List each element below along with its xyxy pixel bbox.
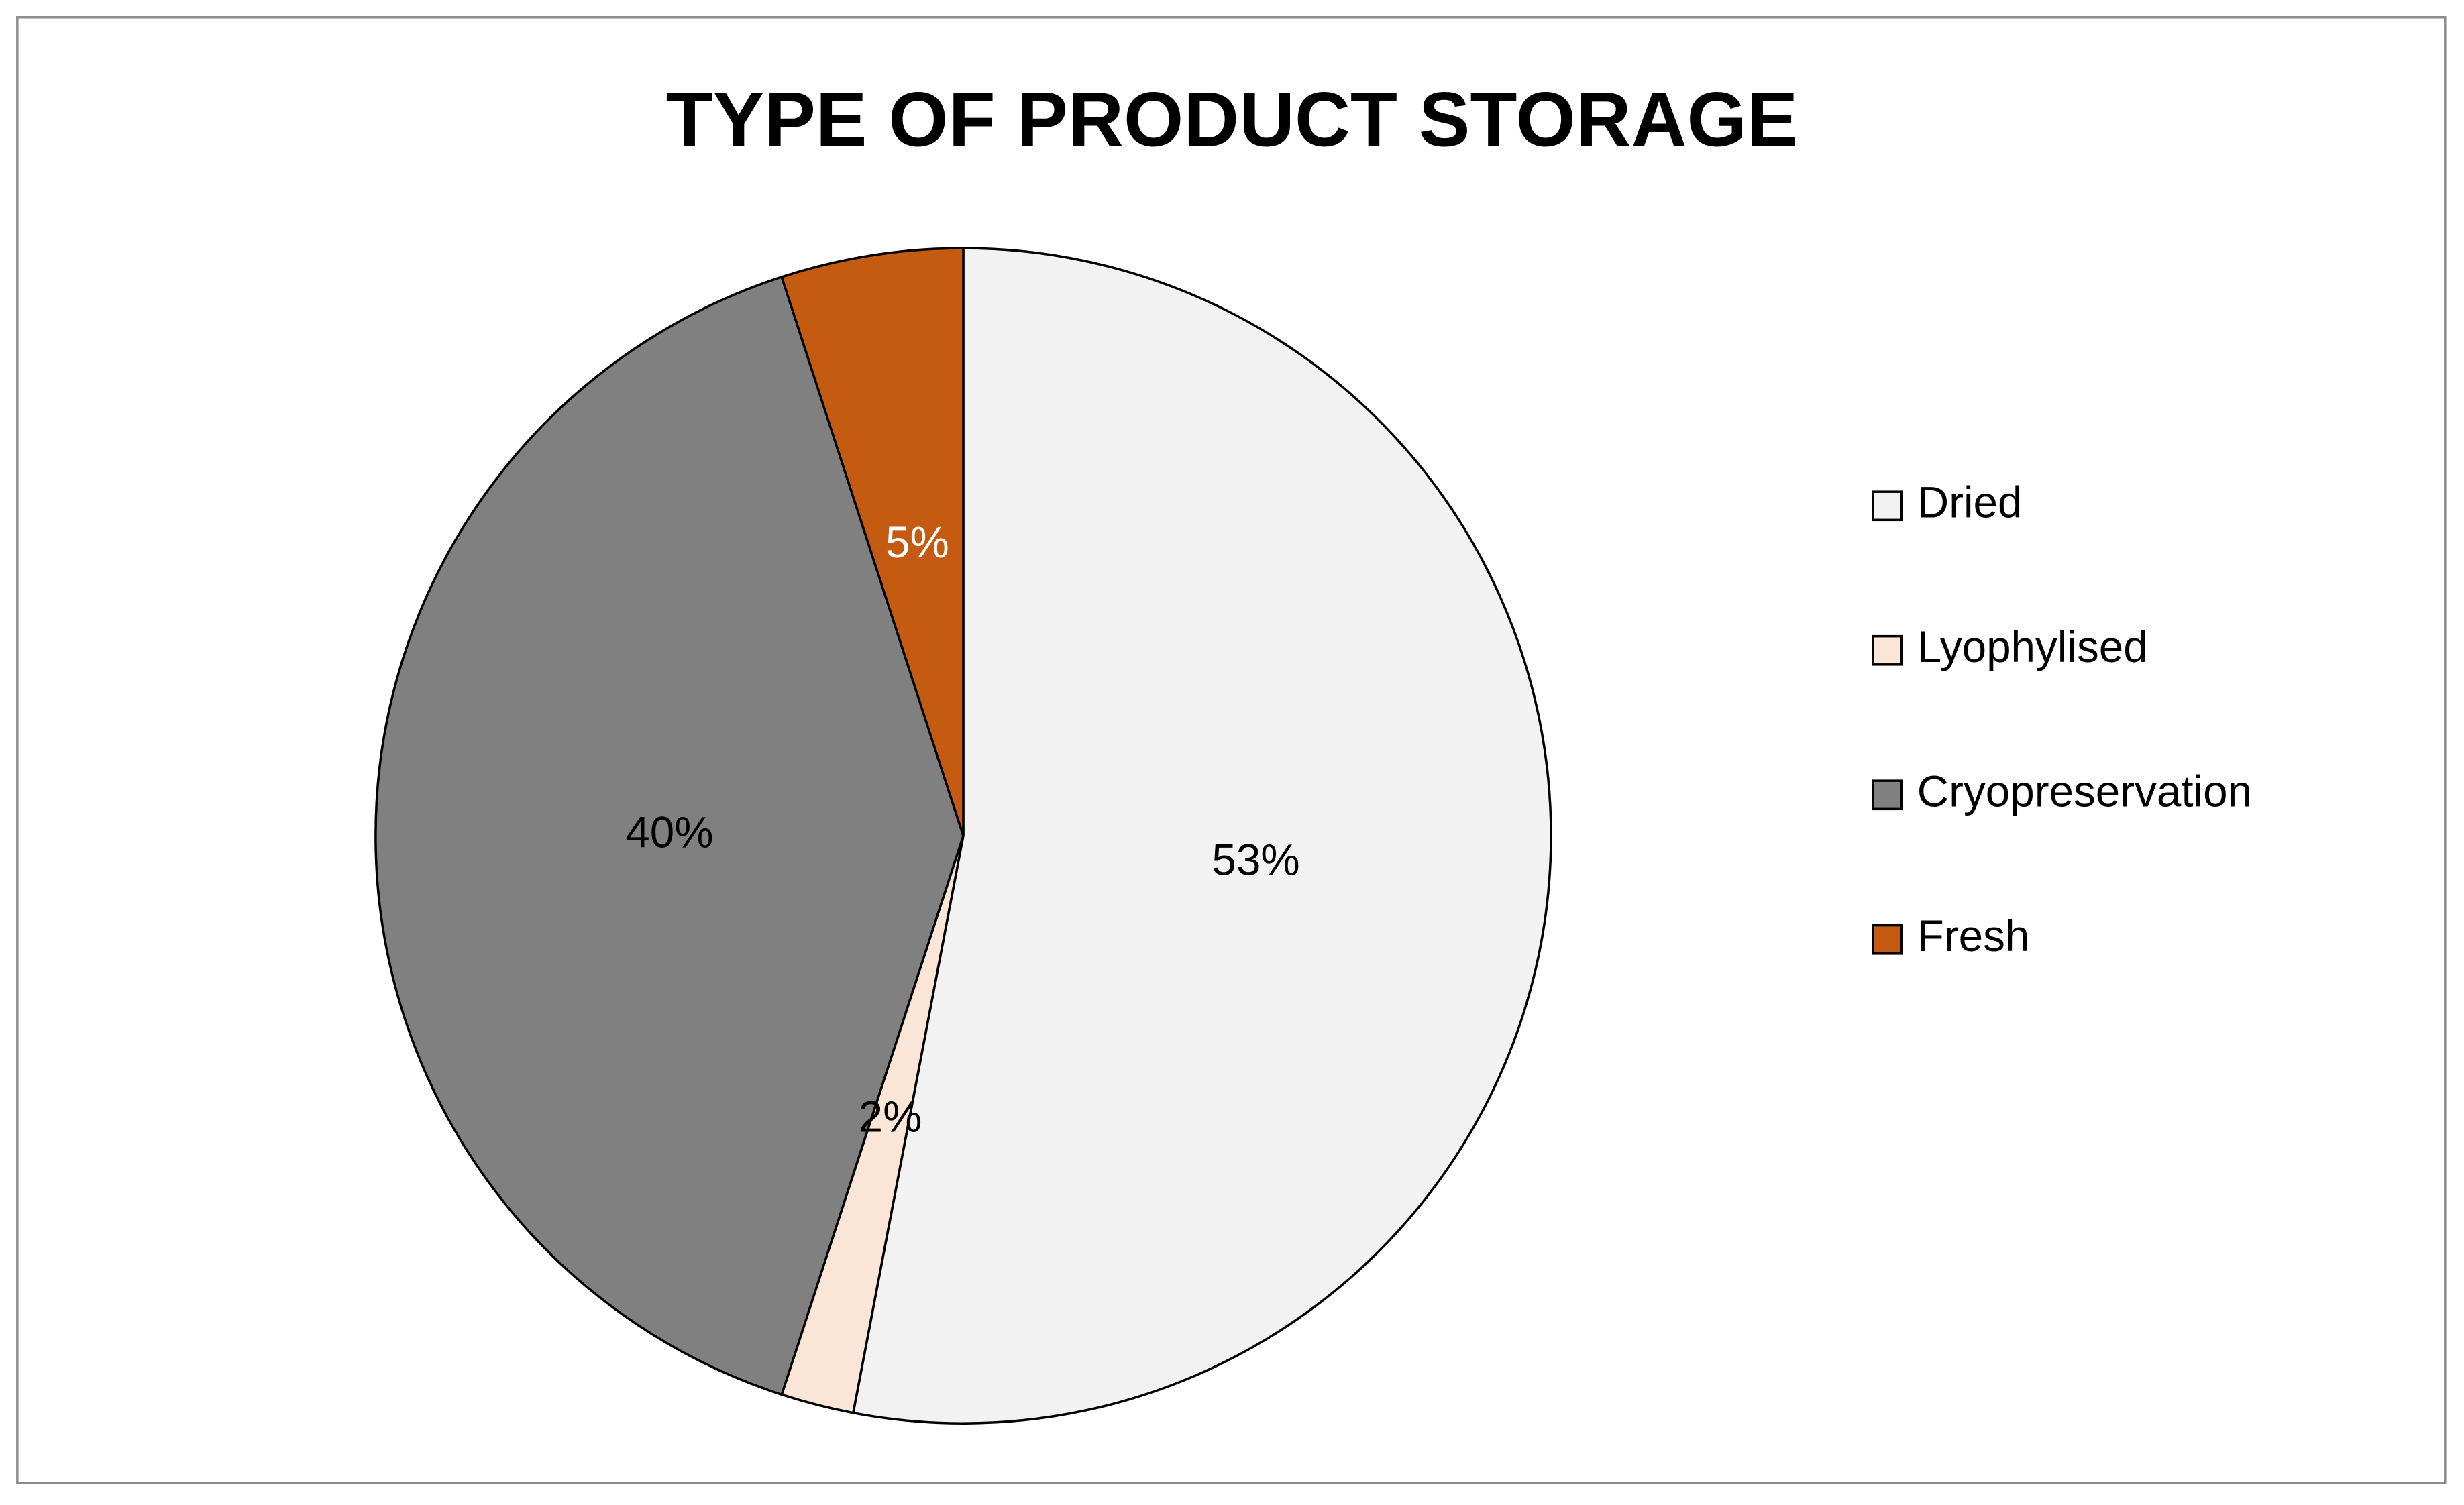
data-label: 40% xyxy=(625,807,713,856)
legend-label: Cryopreservation xyxy=(1917,767,2252,816)
pie-slice xyxy=(851,247,1552,1425)
legend-label: Dried xyxy=(1917,478,2023,527)
data-label: 5% xyxy=(886,518,949,567)
legend-label: Lyophylised xyxy=(1917,622,2148,671)
legend-swatch xyxy=(1872,490,1903,522)
legend-swatch xyxy=(1872,924,1903,955)
pie-slice xyxy=(780,247,965,836)
legend-swatch xyxy=(1872,779,1903,811)
pie-slice xyxy=(374,275,965,1396)
legend-swatch xyxy=(1872,634,1903,666)
chart-title: TYPE OF PRODUCT STORAGE xyxy=(666,77,1799,163)
data-label: 53% xyxy=(1212,836,1299,885)
data-label: 2% xyxy=(859,1093,922,1141)
legend-label: Fresh xyxy=(1917,911,2030,960)
